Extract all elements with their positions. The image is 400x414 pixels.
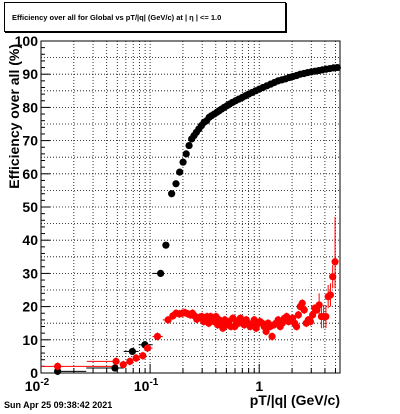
- data-point-red: [132, 354, 140, 362]
- data-point-black: [182, 150, 190, 158]
- data-point-black: [168, 190, 176, 198]
- data-point-red: [331, 258, 339, 266]
- data-point-red: [143, 344, 152, 352]
- data-point-black: [176, 168, 184, 176]
- data-point-red: [306, 317, 315, 326]
- data-point-black: [179, 158, 187, 166]
- data-point-black: [333, 63, 341, 72]
- y-axis-title: Efficiency over all (%): [6, 44, 22, 189]
- y-tick-label: 20: [22, 299, 38, 315]
- data-point-black: [185, 141, 193, 150]
- y-tick-label: 30: [22, 265, 38, 281]
- data-point-red: [262, 327, 270, 336]
- data-point-red: [119, 361, 127, 369]
- y-tick-label: 100: [15, 33, 39, 49]
- data-point-red: [309, 311, 317, 319]
- data-point-red: [292, 322, 301, 331]
- data-point-red: [112, 357, 120, 365]
- data-point-black: [111, 364, 119, 372]
- x-axis-title: pT/|q| (GeV/c): [250, 392, 340, 408]
- chart-title: Efficiency over all for Global vs pT/|q|…: [12, 12, 222, 22]
- x-tick-label: 1: [255, 378, 263, 394]
- data-point-red: [153, 332, 162, 341]
- y-tick-label: 90: [22, 66, 38, 82]
- data-point-black: [162, 241, 170, 249]
- data-point-red: [126, 357, 134, 365]
- x-tick-label: 10-2: [25, 377, 50, 394]
- y-tick-label: 60: [22, 166, 38, 182]
- x-tick-label: 10-1: [134, 377, 159, 394]
- data-point-black: [54, 367, 62, 375]
- timestamp: Sun Apr 25 09:38:42 2021: [4, 400, 113, 410]
- y-tick-label: 40: [22, 232, 38, 248]
- data-point-red: [300, 306, 308, 314]
- y-tick-label: 70: [22, 133, 38, 149]
- data-point-black: [128, 347, 136, 356]
- data-point-red: [268, 332, 276, 341]
- y-tick-label: 10: [22, 332, 38, 348]
- y-tick-label: 0: [30, 365, 38, 381]
- data-point-black: [157, 269, 165, 277]
- data-point-red: [164, 316, 172, 324]
- data-point-black: [172, 180, 180, 188]
- data-point-red: [322, 312, 330, 321]
- data-point-red: [294, 311, 302, 319]
- y-tick-label: 80: [22, 99, 38, 115]
- y-tick-label: 50: [22, 199, 38, 215]
- chart-title-box: Efficiency over all for Global vs pT/|q|…: [4, 2, 286, 32]
- data-point-red: [329, 273, 337, 281]
- data-point-red: [139, 352, 147, 360]
- data-point-red: [54, 362, 62, 370]
- data-point-red: [298, 299, 306, 307]
- data-point-red: [326, 291, 335, 299]
